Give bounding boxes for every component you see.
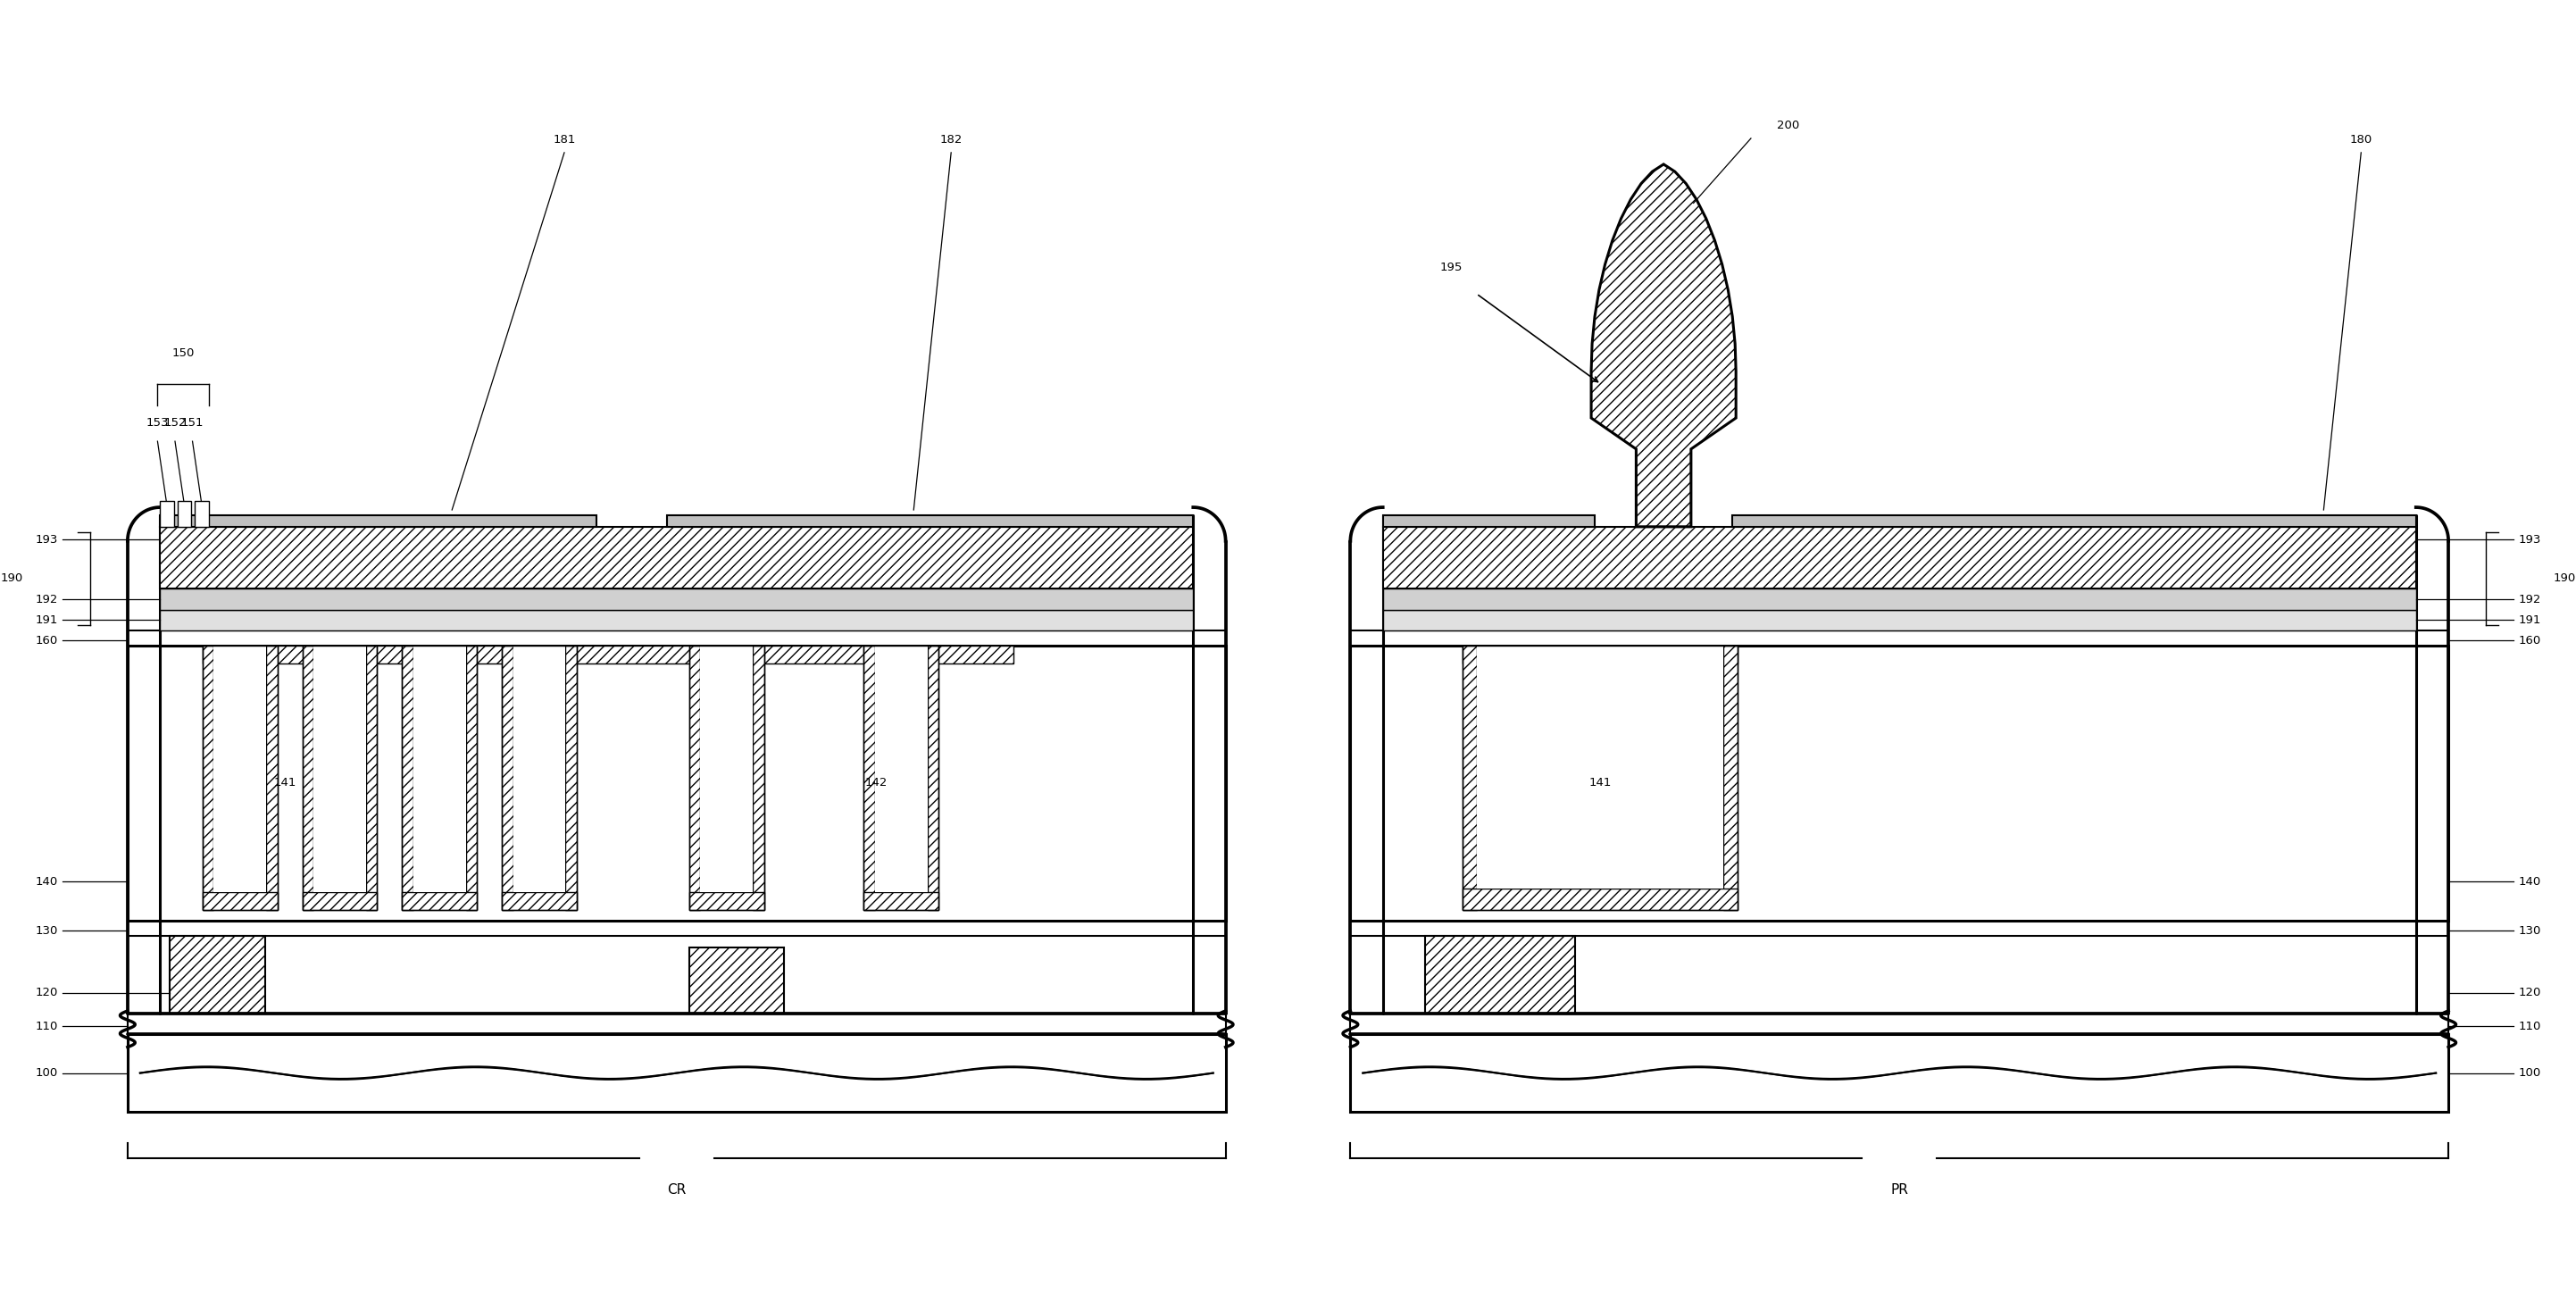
Text: 151: 151: [180, 418, 204, 428]
Bar: [1383, 609, 2416, 630]
Text: 182: 182: [940, 134, 963, 146]
Bar: [1350, 1034, 2447, 1112]
Bar: [502, 646, 513, 910]
Text: 200: 200: [1777, 120, 1801, 132]
Bar: [402, 892, 477, 910]
Bar: [160, 527, 1193, 589]
Bar: [204, 646, 1012, 664]
Bar: [301, 646, 376, 910]
Bar: [688, 892, 765, 910]
Bar: [1476, 646, 1723, 888]
Bar: [863, 892, 938, 910]
Bar: [196, 501, 209, 527]
Bar: [1463, 646, 1736, 910]
Bar: [567, 646, 577, 910]
Text: 140: 140: [36, 876, 57, 887]
Bar: [502, 646, 577, 910]
Bar: [1383, 589, 2416, 609]
Text: CR: CR: [667, 1182, 685, 1197]
Text: 190: 190: [0, 573, 23, 585]
Text: 110: 110: [36, 1021, 57, 1032]
Bar: [265, 646, 278, 910]
Bar: [412, 646, 466, 892]
Bar: [1350, 921, 2447, 936]
Bar: [502, 892, 577, 910]
Text: 191: 191: [2519, 615, 2540, 626]
Bar: [204, 892, 278, 910]
Text: 150: 150: [173, 348, 193, 359]
Bar: [863, 646, 938, 910]
Text: 160: 160: [2519, 635, 2540, 647]
Bar: [688, 646, 701, 910]
Bar: [667, 516, 1193, 527]
Bar: [688, 646, 765, 910]
Text: 141: 141: [273, 777, 296, 789]
Bar: [701, 646, 752, 892]
Bar: [688, 948, 783, 1013]
Bar: [863, 646, 876, 910]
Bar: [466, 646, 477, 910]
Bar: [170, 936, 265, 1013]
Bar: [214, 646, 265, 892]
Text: 160: 160: [36, 635, 57, 647]
Text: 152: 152: [165, 418, 185, 428]
Bar: [1425, 936, 1574, 1013]
Bar: [402, 646, 412, 910]
Text: 190: 190: [2553, 573, 2576, 585]
Bar: [160, 589, 1193, 609]
Text: 191: 191: [36, 615, 57, 626]
Bar: [366, 646, 376, 910]
Bar: [402, 646, 477, 910]
Bar: [1463, 646, 1736, 664]
Bar: [1463, 888, 1736, 910]
Polygon shape: [1592, 164, 1736, 527]
Text: 193: 193: [2519, 534, 2540, 546]
Bar: [160, 609, 1193, 630]
Bar: [752, 646, 765, 910]
Bar: [301, 892, 376, 910]
Bar: [129, 630, 1226, 646]
Text: 130: 130: [36, 924, 57, 936]
Bar: [513, 646, 567, 892]
Bar: [301, 646, 314, 910]
Text: 193: 193: [36, 534, 57, 546]
Bar: [160, 516, 598, 527]
Text: 100: 100: [2519, 1068, 2540, 1079]
Bar: [1350, 1013, 2447, 1034]
Text: 181: 181: [554, 134, 574, 146]
Bar: [1723, 646, 1736, 910]
Bar: [1383, 516, 1595, 527]
Bar: [204, 646, 214, 910]
Text: 110: 110: [2519, 1021, 2540, 1032]
Bar: [1383, 527, 2416, 589]
Bar: [1463, 646, 1476, 910]
Text: 120: 120: [36, 987, 57, 999]
Bar: [178, 501, 191, 527]
Text: 153: 153: [147, 418, 170, 428]
Text: 192: 192: [36, 594, 57, 605]
Bar: [1350, 646, 2447, 921]
Bar: [876, 646, 927, 892]
Bar: [927, 646, 938, 910]
Bar: [160, 501, 173, 527]
Bar: [129, 1034, 1226, 1112]
Bar: [129, 921, 1226, 936]
Bar: [129, 1013, 1226, 1034]
Text: 195: 195: [1440, 262, 1463, 273]
Text: 192: 192: [2519, 594, 2540, 605]
Bar: [129, 646, 1226, 921]
Text: 120: 120: [2519, 987, 2540, 999]
Text: 140: 140: [2519, 876, 2540, 887]
Text: 100: 100: [36, 1068, 57, 1079]
Text: 141: 141: [1589, 777, 1610, 789]
Text: 142: 142: [866, 777, 889, 789]
Text: 180: 180: [2349, 134, 2372, 146]
Bar: [1350, 630, 2447, 646]
Bar: [314, 646, 366, 892]
Bar: [1731, 516, 2416, 527]
Bar: [204, 646, 278, 910]
Text: 130: 130: [2519, 924, 2540, 936]
Text: PR: PR: [1891, 1182, 1909, 1197]
